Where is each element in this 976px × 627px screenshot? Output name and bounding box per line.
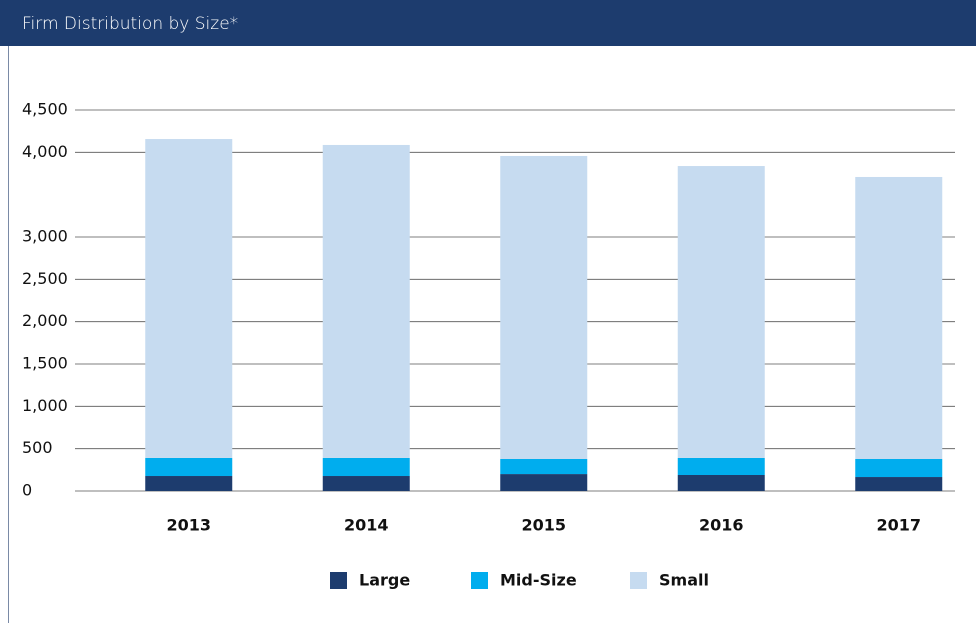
y-tick-label: 4,500 bbox=[22, 100, 68, 119]
y-tick-label: 4,000 bbox=[22, 142, 68, 161]
legend-swatch bbox=[330, 572, 347, 589]
y-tick-label: 500 bbox=[22, 438, 53, 457]
bar-segment bbox=[855, 176, 943, 459]
bar-segment bbox=[677, 457, 765, 475]
y-tick-label: 3,000 bbox=[22, 227, 68, 246]
legend-label: Small bbox=[659, 571, 709, 590]
chart-title: Firm Distribution by Size* bbox=[22, 14, 238, 34]
legend-swatch bbox=[630, 572, 647, 589]
bar-segment bbox=[500, 155, 588, 459]
x-tick-label: 2017 bbox=[876, 516, 921, 535]
bar-segment bbox=[322, 457, 410, 477]
header-bar bbox=[0, 0, 976, 46]
y-tick-label: 0 bbox=[22, 481, 32, 500]
x-tick-label: 2013 bbox=[166, 516, 211, 535]
x-tick-label: 2016 bbox=[699, 516, 744, 535]
bar-segment bbox=[677, 474, 765, 491]
legend-label: Mid-Size bbox=[500, 571, 577, 590]
bar-segment bbox=[500, 458, 588, 475]
bar-segment bbox=[322, 476, 410, 491]
bar-segment bbox=[145, 476, 233, 491]
y-tick-label: 2,000 bbox=[22, 311, 68, 330]
x-tick-label: 2015 bbox=[521, 516, 566, 535]
legend-label: Large bbox=[359, 571, 410, 590]
legend-swatch bbox=[471, 572, 488, 589]
y-tick-label: 1,500 bbox=[22, 354, 68, 373]
bar-segment bbox=[322, 144, 410, 458]
y-tick-label: 2,500 bbox=[22, 269, 68, 288]
bar-segment bbox=[145, 139, 233, 458]
bar-segment bbox=[855, 458, 943, 478]
y-tick-label: 1,000 bbox=[22, 396, 68, 415]
bar-segment bbox=[145, 457, 233, 477]
bar-segment bbox=[677, 166, 765, 458]
bar-segment bbox=[855, 477, 943, 491]
x-tick-label: 2014 bbox=[344, 516, 389, 535]
bar-segment bbox=[500, 474, 588, 491]
